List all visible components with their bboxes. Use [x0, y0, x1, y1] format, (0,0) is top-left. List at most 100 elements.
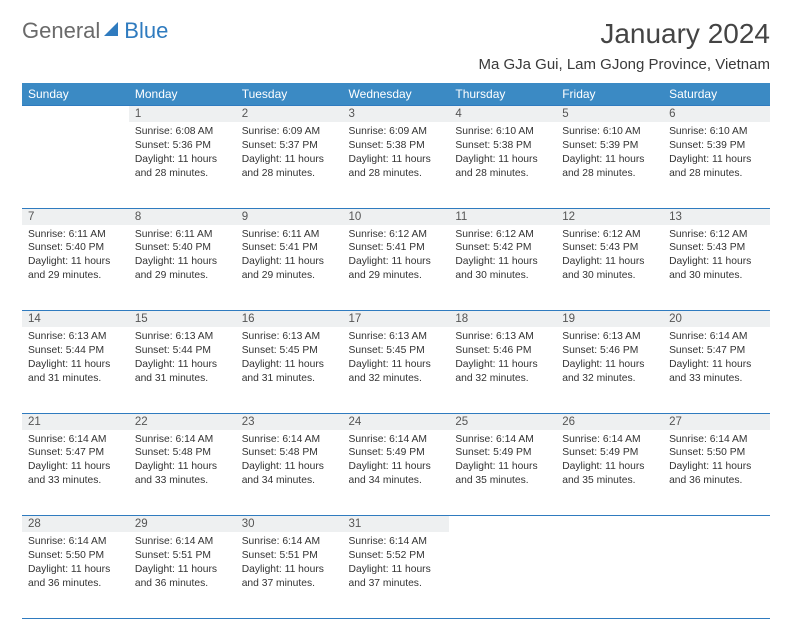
day-number-cell: 17: [343, 311, 450, 328]
day-cell: Sunrise: 6:09 AMSunset: 5:38 PMDaylight:…: [343, 122, 450, 208]
day-day1: Daylight: 11 hours: [455, 358, 550, 372]
day-number-cell: 6: [663, 106, 770, 123]
day-day1: Daylight: 11 hours: [135, 563, 230, 577]
day-day1: Daylight: 11 hours: [242, 358, 337, 372]
day-day1: Daylight: 11 hours: [669, 255, 764, 269]
day-day2: and 28 minutes.: [242, 167, 337, 181]
day-cell: Sunrise: 6:14 AMSunset: 5:47 PMDaylight:…: [663, 327, 770, 413]
day-header: Saturday: [663, 83, 770, 106]
day-sunset: Sunset: 5:40 PM: [135, 241, 230, 255]
day-number-cell: 28: [22, 516, 129, 533]
day-number-cell: 20: [663, 311, 770, 328]
day-day1: Daylight: 11 hours: [135, 358, 230, 372]
daynum-row: 14151617181920: [22, 311, 770, 328]
day-sunrise: Sunrise: 6:13 AM: [28, 330, 123, 344]
day-day1: Daylight: 11 hours: [562, 255, 657, 269]
day-cell: Sunrise: 6:12 AMSunset: 5:41 PMDaylight:…: [343, 225, 450, 311]
title-block: January 2024 Ma GJa Gui, Lam GJong Provi…: [478, 18, 770, 79]
day-sunrise: Sunrise: 6:14 AM: [669, 330, 764, 344]
day-cell: [663, 532, 770, 618]
day-cell: Sunrise: 6:12 AMSunset: 5:43 PMDaylight:…: [663, 225, 770, 311]
day-cell: Sunrise: 6:14 AMSunset: 5:49 PMDaylight:…: [449, 430, 556, 516]
day-sunset: Sunset: 5:51 PM: [135, 549, 230, 563]
day-day2: and 36 minutes.: [135, 577, 230, 591]
day-day1: Daylight: 11 hours: [28, 255, 123, 269]
day-cell: Sunrise: 6:14 AMSunset: 5:47 PMDaylight:…: [22, 430, 129, 516]
daynum-row: 28293031: [22, 516, 770, 533]
day-content-row: Sunrise: 6:11 AMSunset: 5:40 PMDaylight:…: [22, 225, 770, 311]
day-day2: and 33 minutes.: [28, 474, 123, 488]
day-header: Friday: [556, 83, 663, 106]
day-day2: and 36 minutes.: [669, 474, 764, 488]
day-day2: and 29 minutes.: [242, 269, 337, 283]
day-cell: [22, 122, 129, 208]
day-sunset: Sunset: 5:49 PM: [349, 446, 444, 460]
day-day1: Daylight: 11 hours: [562, 358, 657, 372]
day-sunrise: Sunrise: 6:13 AM: [455, 330, 550, 344]
day-sunrise: Sunrise: 6:14 AM: [135, 535, 230, 549]
day-sunrise: Sunrise: 6:12 AM: [669, 228, 764, 242]
daynum-row: 78910111213: [22, 208, 770, 225]
day-day2: and 28 minutes.: [455, 167, 550, 181]
day-sunrise: Sunrise: 6:11 AM: [242, 228, 337, 242]
day-cell: Sunrise: 6:14 AMSunset: 5:49 PMDaylight:…: [556, 430, 663, 516]
day-sunset: Sunset: 5:49 PM: [455, 446, 550, 460]
day-day2: and 28 minutes.: [135, 167, 230, 181]
day-cell: Sunrise: 6:09 AMSunset: 5:37 PMDaylight:…: [236, 122, 343, 208]
logo-sail-icon: [102, 20, 122, 38]
day-day1: Daylight: 11 hours: [242, 255, 337, 269]
day-number-cell: 13: [663, 208, 770, 225]
day-day2: and 30 minutes.: [455, 269, 550, 283]
day-day1: Daylight: 11 hours: [242, 460, 337, 474]
day-sunrise: Sunrise: 6:14 AM: [349, 433, 444, 447]
day-day2: and 29 minutes.: [135, 269, 230, 283]
day-day2: and 31 minutes.: [28, 372, 123, 386]
day-day1: Daylight: 11 hours: [242, 153, 337, 167]
day-day2: and 37 minutes.: [242, 577, 337, 591]
day-cell: Sunrise: 6:13 AMSunset: 5:44 PMDaylight:…: [22, 327, 129, 413]
day-number-cell: 1: [129, 106, 236, 123]
day-number-cell: 10: [343, 208, 450, 225]
day-content-row: Sunrise: 6:13 AMSunset: 5:44 PMDaylight:…: [22, 327, 770, 413]
day-day1: Daylight: 11 hours: [28, 460, 123, 474]
day-sunset: Sunset: 5:38 PM: [455, 139, 550, 153]
day-cell: Sunrise: 6:08 AMSunset: 5:36 PMDaylight:…: [129, 122, 236, 208]
day-sunset: Sunset: 5:40 PM: [28, 241, 123, 255]
day-sunrise: Sunrise: 6:13 AM: [135, 330, 230, 344]
day-sunrise: Sunrise: 6:14 AM: [28, 433, 123, 447]
header: General Blue January 2024 Ma GJa Gui, La…: [22, 18, 770, 79]
day-number-cell: 27: [663, 413, 770, 430]
day-sunrise: Sunrise: 6:09 AM: [349, 125, 444, 139]
day-day2: and 28 minutes.: [349, 167, 444, 181]
day-day2: and 28 minutes.: [562, 167, 657, 181]
day-day1: Daylight: 11 hours: [455, 460, 550, 474]
day-cell: Sunrise: 6:10 AMSunset: 5:39 PMDaylight:…: [663, 122, 770, 208]
day-cell: Sunrise: 6:10 AMSunset: 5:39 PMDaylight:…: [556, 122, 663, 208]
day-sunset: Sunset: 5:44 PM: [28, 344, 123, 358]
day-day1: Daylight: 11 hours: [135, 460, 230, 474]
day-sunrise: Sunrise: 6:14 AM: [28, 535, 123, 549]
day-sunrise: Sunrise: 6:13 AM: [242, 330, 337, 344]
day-content-row: Sunrise: 6:08 AMSunset: 5:36 PMDaylight:…: [22, 122, 770, 208]
day-sunset: Sunset: 5:42 PM: [455, 241, 550, 255]
day-day1: Daylight: 11 hours: [349, 255, 444, 269]
day-content-row: Sunrise: 6:14 AMSunset: 5:50 PMDaylight:…: [22, 532, 770, 618]
day-cell: Sunrise: 6:14 AMSunset: 5:51 PMDaylight:…: [129, 532, 236, 618]
day-cell: Sunrise: 6:13 AMSunset: 5:46 PMDaylight:…: [556, 327, 663, 413]
day-day1: Daylight: 11 hours: [669, 153, 764, 167]
day-sunrise: Sunrise: 6:08 AM: [135, 125, 230, 139]
day-sunset: Sunset: 5:37 PM: [242, 139, 337, 153]
day-day1: Daylight: 11 hours: [135, 255, 230, 269]
day-number-cell: 14: [22, 311, 129, 328]
day-content-row: Sunrise: 6:14 AMSunset: 5:47 PMDaylight:…: [22, 430, 770, 516]
day-number-cell: 29: [129, 516, 236, 533]
day-day1: Daylight: 11 hours: [349, 153, 444, 167]
day-sunrise: Sunrise: 6:11 AM: [28, 228, 123, 242]
day-header: Sunday: [22, 83, 129, 106]
day-cell: Sunrise: 6:14 AMSunset: 5:48 PMDaylight:…: [236, 430, 343, 516]
day-number-cell: 5: [556, 106, 663, 123]
day-day2: and 37 minutes.: [349, 577, 444, 591]
day-cell: Sunrise: 6:14 AMSunset: 5:51 PMDaylight:…: [236, 532, 343, 618]
day-number-cell: 24: [343, 413, 450, 430]
day-sunrise: Sunrise: 6:10 AM: [669, 125, 764, 139]
